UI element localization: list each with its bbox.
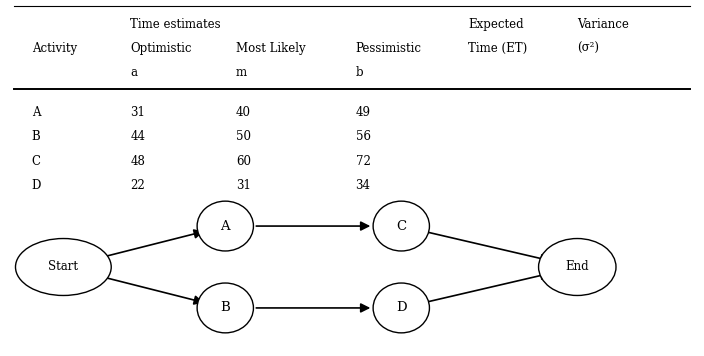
Text: A: A	[32, 106, 40, 119]
Ellipse shape	[197, 283, 253, 333]
Text: Optimistic: Optimistic	[130, 42, 191, 54]
Text: End: End	[565, 261, 589, 273]
Text: Most Likely: Most Likely	[236, 42, 306, 54]
Text: 48: 48	[130, 155, 145, 168]
Text: Time estimates: Time estimates	[130, 17, 221, 31]
Text: A: A	[220, 220, 230, 232]
Ellipse shape	[373, 201, 429, 251]
Text: D: D	[32, 179, 41, 192]
Text: 31: 31	[236, 179, 251, 192]
Ellipse shape	[197, 201, 253, 251]
Text: 44: 44	[130, 131, 145, 143]
Text: m: m	[236, 66, 247, 79]
Text: Start: Start	[49, 261, 78, 273]
Text: 40: 40	[236, 106, 251, 119]
Text: 22: 22	[130, 179, 145, 192]
Text: a: a	[130, 66, 137, 79]
Text: D: D	[396, 302, 407, 314]
Text: 60: 60	[236, 155, 251, 168]
Ellipse shape	[373, 283, 429, 333]
Text: 50: 50	[236, 131, 251, 143]
Text: Pessimistic: Pessimistic	[356, 42, 422, 54]
Text: C: C	[396, 220, 406, 232]
Text: (σ²): (σ²)	[577, 42, 599, 54]
Text: b: b	[356, 66, 363, 79]
Text: Variance: Variance	[577, 17, 629, 31]
Text: Expected: Expected	[468, 17, 524, 31]
Ellipse shape	[15, 239, 111, 295]
Text: Time (ET): Time (ET)	[468, 42, 527, 54]
Text: B: B	[32, 131, 40, 143]
Text: 56: 56	[356, 131, 370, 143]
Text: Activity: Activity	[32, 42, 77, 54]
Text: 72: 72	[356, 155, 370, 168]
Ellipse shape	[539, 239, 616, 295]
Text: C: C	[32, 155, 41, 168]
Text: B: B	[220, 302, 230, 314]
Text: 49: 49	[356, 106, 370, 119]
Text: 31: 31	[130, 106, 145, 119]
Text: 34: 34	[356, 179, 370, 192]
